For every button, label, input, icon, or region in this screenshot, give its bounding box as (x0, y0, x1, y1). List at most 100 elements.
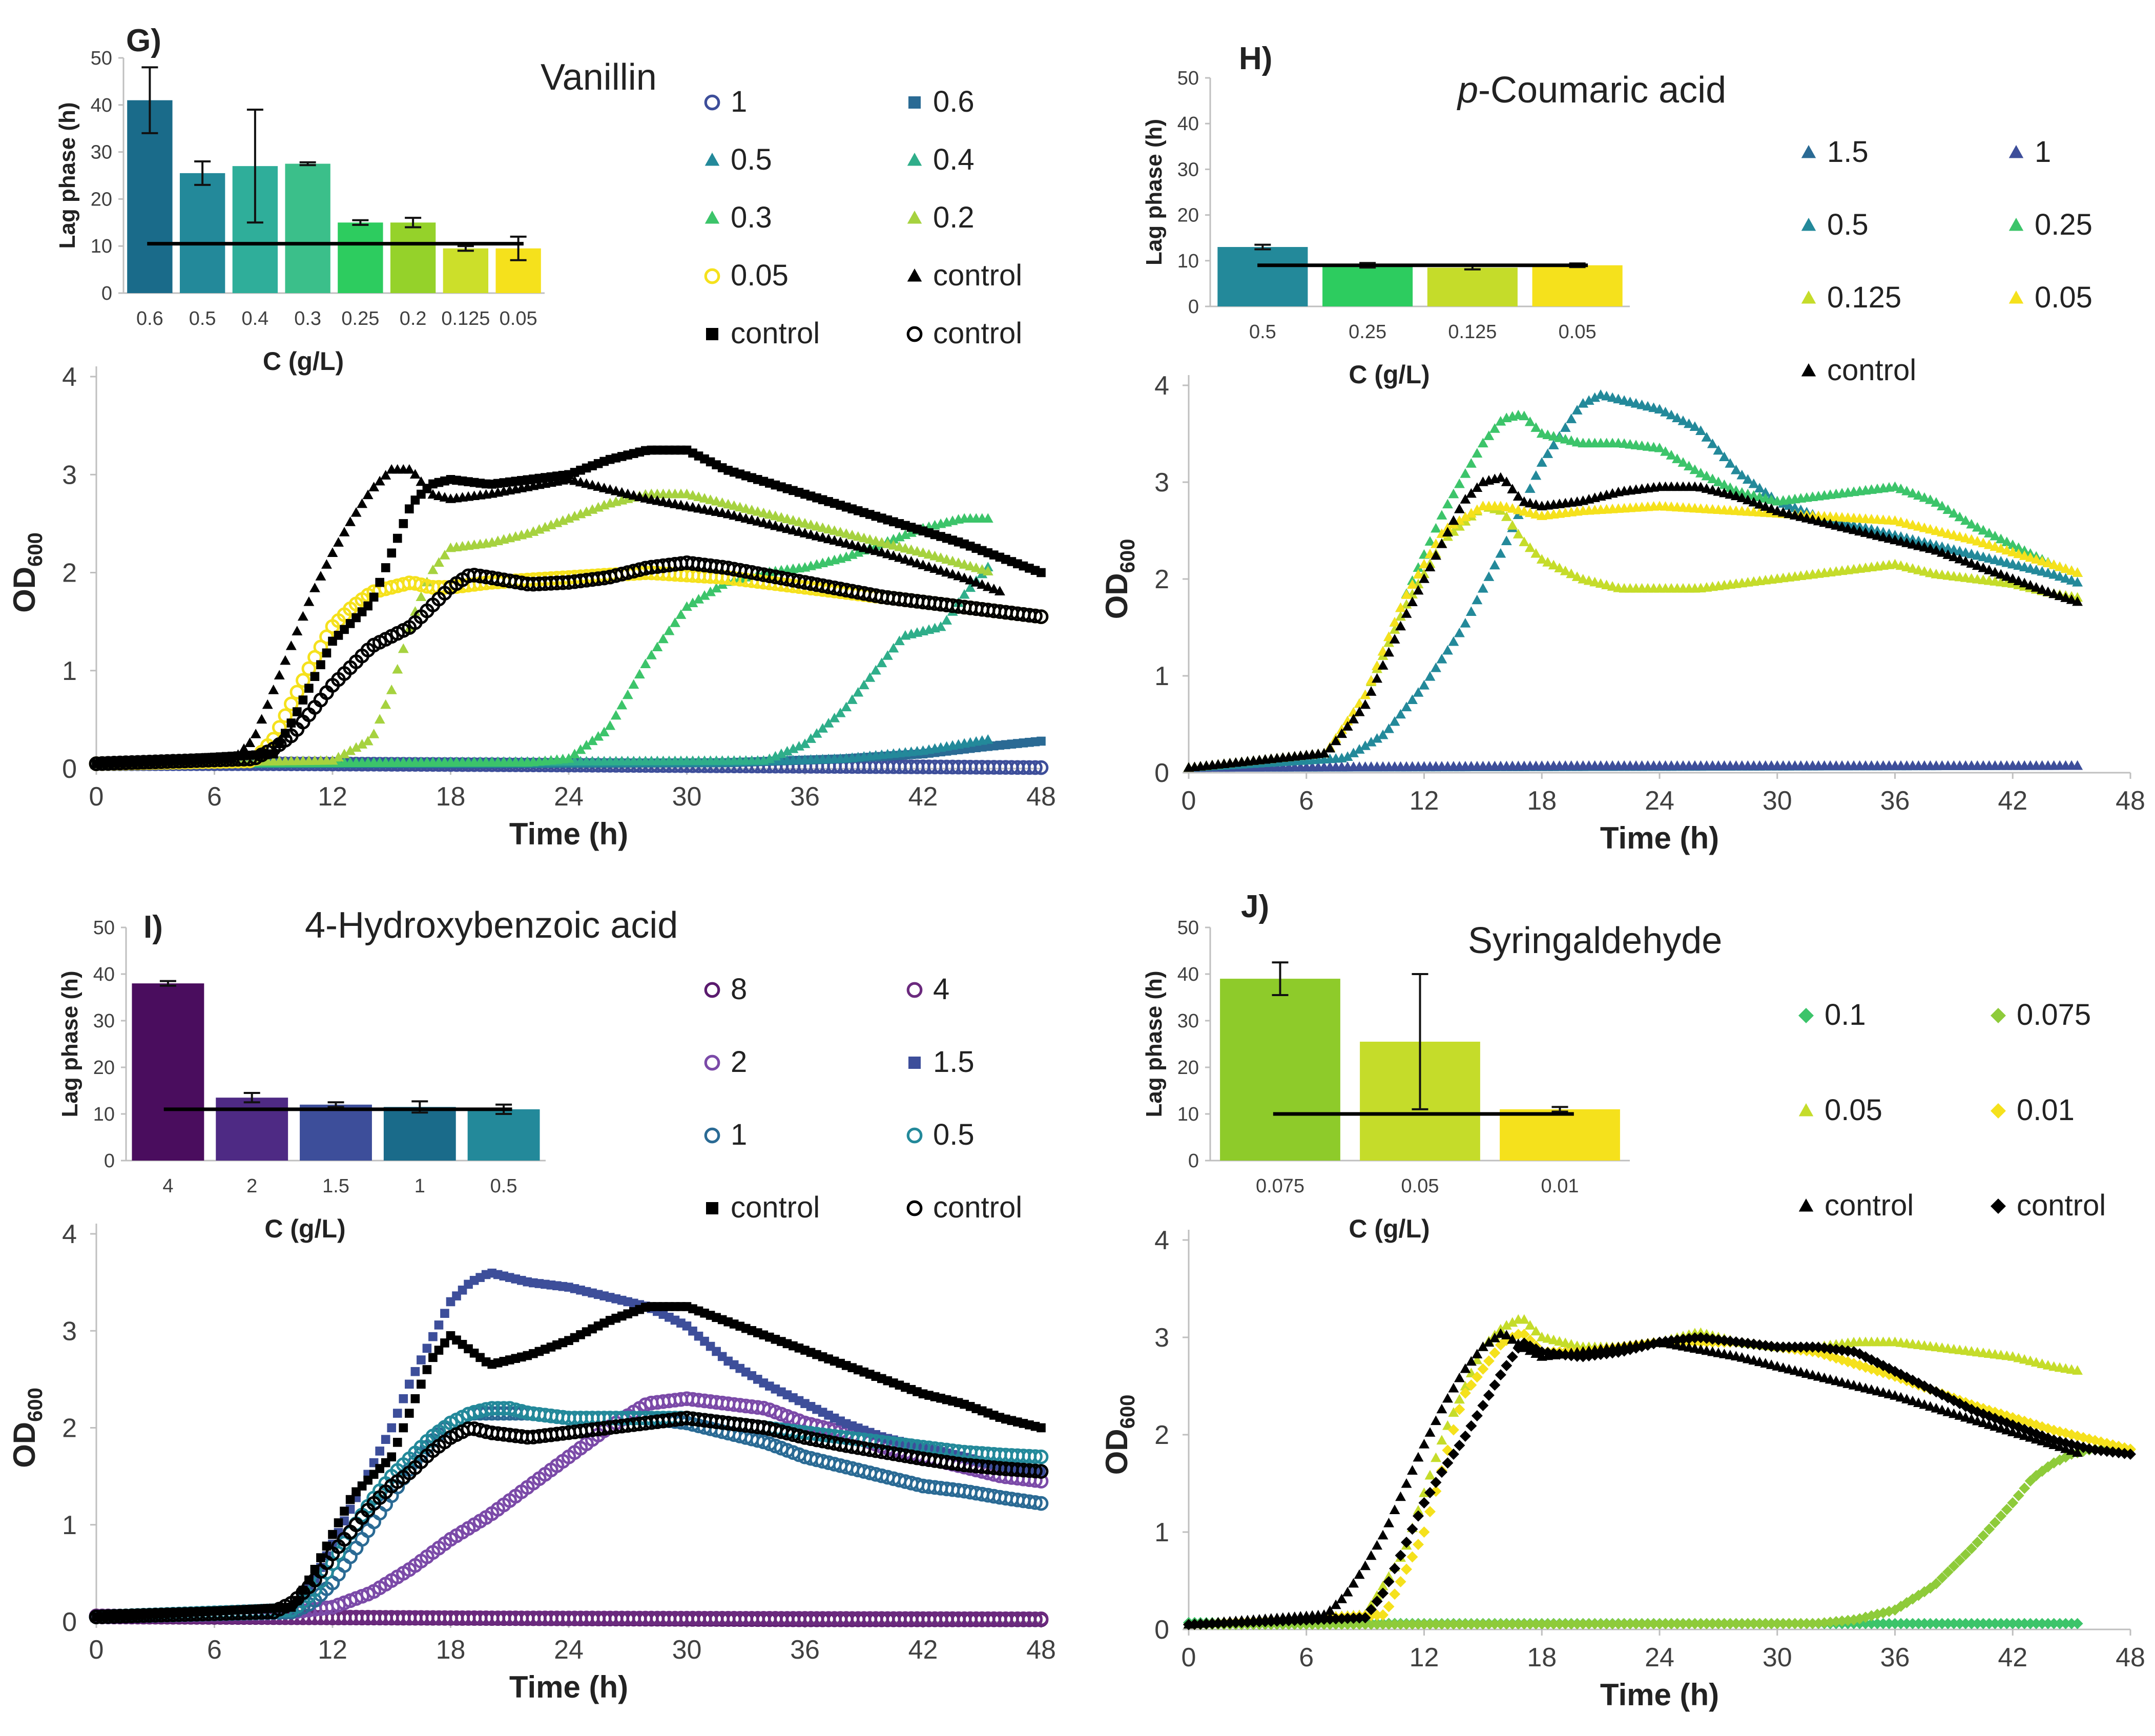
panel-label-g: G) (126, 23, 161, 58)
data-point (1890, 515, 1900, 525)
data-point (1037, 1423, 1046, 1433)
data-point (1966, 534, 1977, 544)
data-point (1028, 760, 1043, 775)
data-point (1718, 479, 1730, 489)
data-point (1460, 617, 1471, 628)
data-point (1431, 662, 1441, 672)
data-point (770, 751, 781, 761)
x-tick-label: 24 (1645, 1643, 1674, 1672)
legend-item: 8 (704, 973, 747, 1006)
data-point (581, 478, 592, 488)
series-g-5 (91, 488, 993, 768)
panel-label-j: J) (1241, 889, 1269, 924)
bar-y-tick-label: 10 (1177, 251, 1199, 272)
data-point (1431, 1452, 1441, 1462)
bar-x-tick-label: 0.01 (1541, 1175, 1579, 1197)
data-point (923, 561, 935, 571)
data-point (1413, 687, 1424, 697)
data-point (1707, 438, 1718, 448)
data-point (1866, 529, 1877, 539)
data-point (363, 601, 372, 611)
data-point (1418, 1526, 1430, 1538)
data-point (900, 543, 911, 553)
data-point (841, 701, 852, 712)
data-point (1713, 477, 1724, 486)
data-point (1442, 527, 1453, 536)
data-point (1395, 602, 1406, 612)
legend-label: 0.3 (731, 201, 772, 234)
data-point (1465, 508, 1477, 518)
data-point (1842, 518, 1854, 528)
x-axis-title: Time (h) (509, 817, 628, 851)
data-point (947, 569, 958, 578)
data-point (1701, 483, 1712, 493)
x-tick-label: 12 (1410, 786, 1439, 816)
data-point (894, 541, 905, 551)
data-point (841, 538, 852, 548)
data-point (1931, 545, 1942, 555)
x-tick-label: 0 (1182, 786, 1196, 816)
series-j-3 (1183, 1329, 2136, 1630)
data-point (1424, 562, 1436, 572)
data-point (1960, 547, 1971, 557)
x-tick-label: 6 (207, 1635, 222, 1665)
data-point (433, 557, 444, 567)
x-tick-label: 18 (436, 1635, 466, 1665)
data-point (2042, 586, 2054, 596)
data-point (1860, 527, 1871, 537)
data-point (1960, 515, 1971, 525)
data-point (799, 528, 811, 538)
data-point (1348, 1578, 1359, 1588)
data-point (333, 752, 344, 762)
bar-x-tick-label: 1.5 (322, 1175, 349, 1197)
data-point (405, 1409, 414, 1418)
data-point (2048, 559, 2060, 569)
series-h-4 (1183, 501, 2083, 772)
data-point (327, 547, 338, 557)
data-point (1472, 594, 1483, 605)
data-point (699, 590, 710, 600)
bar-y-tick-label: 30 (1177, 1010, 1199, 1032)
data-point (2037, 555, 2048, 566)
legend-marker (704, 268, 720, 284)
data-point (1519, 496, 1530, 506)
data-point (1978, 525, 1989, 535)
data-point (829, 712, 840, 722)
y-axis-title: OD600 (1100, 1395, 1139, 1475)
data-point (965, 574, 976, 585)
legend-marker (2008, 218, 2024, 231)
data-point (1784, 508, 1795, 519)
data-point (870, 545, 881, 555)
data-point (350, 507, 362, 517)
data-point (1465, 458, 1477, 468)
data-point (392, 664, 403, 674)
legend-item: control (1801, 354, 1916, 387)
data-point (628, 490, 639, 500)
data-point (262, 699, 273, 709)
data-point (1890, 481, 1900, 491)
data-point (422, 1365, 432, 1374)
data-point (693, 491, 704, 501)
panel-label-i: I) (143, 910, 163, 945)
data-point (427, 564, 439, 574)
data-point (433, 490, 444, 501)
data-point (888, 540, 899, 550)
x-tick-label: 30 (672, 1635, 702, 1665)
lag-bar (132, 983, 204, 1161)
legend-item: 0.3 (704, 201, 772, 234)
lag-bar (1532, 265, 1623, 306)
data-point (321, 559, 332, 569)
data-point (293, 707, 302, 716)
bar-y-tick-label: 40 (1177, 113, 1199, 135)
data-point (794, 741, 804, 751)
data-point (392, 1409, 402, 1418)
data-point (1901, 485, 1912, 495)
data-point (923, 549, 935, 559)
data-point (1360, 689, 1371, 699)
data-point (598, 727, 610, 736)
data-point (2001, 571, 2013, 581)
data-point (1372, 733, 1383, 743)
data-point (858, 532, 869, 543)
